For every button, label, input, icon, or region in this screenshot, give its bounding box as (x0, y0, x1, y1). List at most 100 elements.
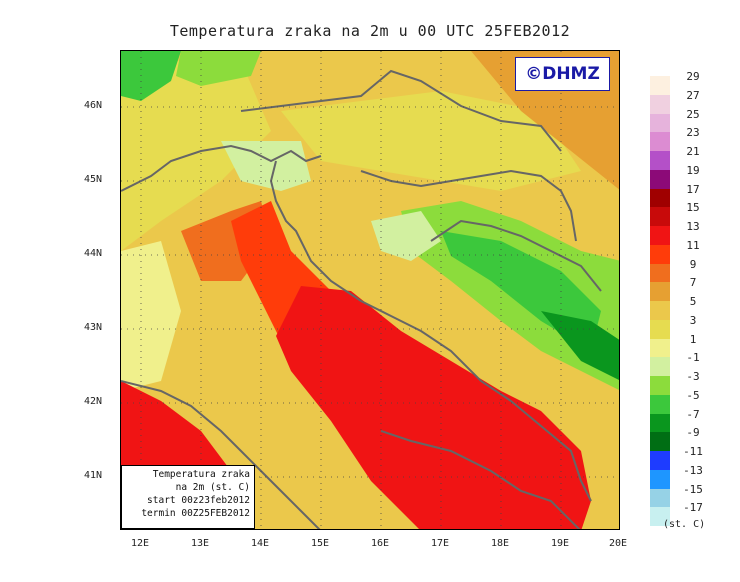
field-green-alps (121, 51, 181, 101)
legend-swatch (650, 282, 670, 301)
legend-swatch (650, 94, 670, 114)
field-pale-green-2 (371, 211, 441, 261)
info-box: Temperatura zraka na 2m (st. C) start 00… (121, 465, 255, 529)
field-light-north (121, 61, 271, 251)
field-pale-italy (121, 241, 181, 391)
temperature-field (121, 51, 619, 529)
info-line-2: na 2m (st. C) (175, 482, 250, 493)
legend-row: 23 (650, 126, 700, 151)
legend-label: -13 (683, 463, 703, 477)
legend-row: 7 (650, 276, 696, 301)
legend-swatch (650, 488, 670, 508)
field-adriatic-central (276, 286, 591, 529)
legend-swatch (650, 132, 670, 151)
legend-label: 17 (686, 182, 700, 196)
legend-swatch (650, 376, 670, 395)
legend-label: 29 (686, 70, 700, 83)
lon-label-17e: 17E (430, 538, 450, 549)
legend-swatch (650, 432, 670, 451)
lon-label-12e: 12E (130, 538, 150, 549)
border-italy-slovenia (121, 144, 322, 192)
lon-label-20e: 20E (608, 538, 628, 549)
legend-row: -7 (650, 408, 700, 433)
info-line-3: start 00z23feb2012 (147, 495, 250, 506)
legend-swatch (650, 338, 670, 358)
legend-label: -15 (683, 482, 703, 496)
legend-row: 25 (650, 108, 700, 133)
legend-label: 11 (686, 238, 700, 252)
legend-swatch (650, 151, 670, 170)
legend-swatch (650, 469, 670, 489)
legend-swatch (650, 301, 670, 320)
lat-label-43n: 43N (84, 322, 103, 333)
legend-label: 21 (686, 145, 700, 158)
legend-label: 23 (686, 126, 700, 140)
legend-row: -11 (650, 445, 703, 470)
legend-row: 3 (650, 314, 696, 339)
legend-label: -1 (686, 351, 700, 365)
legend-row: -3 (650, 370, 700, 395)
legend-row: 1 (650, 333, 696, 358)
field-green-alps-2 (176, 51, 261, 86)
legend-row: -1 (650, 351, 700, 376)
legend-label: 3 (689, 313, 697, 327)
legend-label: 1 (689, 332, 697, 346)
legend-label: 13 (686, 220, 700, 233)
legend-row: -13 (650, 464, 703, 489)
legend-swatch (650, 207, 670, 226)
info-line-1: Temperatura zraka (152, 469, 250, 480)
lat-label-45n: 45N (84, 174, 103, 185)
legend-label: 19 (686, 163, 700, 177)
lon-label-19e: 19E (550, 538, 570, 549)
legend-row: 13 (650, 220, 700, 245)
lat-label-41n: 41N (84, 470, 103, 481)
field-pale-green (221, 141, 311, 191)
lon-label-18e: 18E (490, 538, 510, 549)
lat-label-42n: 42N (84, 396, 103, 407)
legend-label: -17 (683, 501, 703, 515)
lat-label-44n: 44N (84, 248, 103, 259)
info-line-4: termin 00Z25FEB2012 (141, 508, 250, 519)
legend-row: 9 (650, 258, 696, 283)
legend-label: 15 (686, 201, 700, 215)
lon-label-14e: 14E (250, 538, 270, 549)
legend-swatch (650, 357, 670, 376)
border-hungary (240, 69, 562, 152)
lon-label-16e: 16E (370, 538, 390, 549)
legend-label: 5 (689, 295, 697, 308)
legend-row: 27 (650, 89, 700, 114)
legend-row: 15 (650, 201, 700, 226)
legend-swatch (650, 451, 670, 470)
dhmz-logo: ©DHMZ (515, 57, 610, 91)
legend-label: 25 (686, 107, 700, 121)
lon-label-13e: 13E (190, 538, 210, 549)
color-legend: 29 27 25 23 21 19 17 15 13 11 9 7 5 3 1 -1 -3 -5 -7 -9 -11 -1… (650, 70, 703, 526)
legend-row: 17 (650, 183, 700, 208)
border-bosnia-north (360, 169, 577, 242)
legend-row: 19 (650, 164, 700, 189)
legend-swatch (650, 244, 670, 264)
legend-swatch (650, 188, 670, 208)
temperature-map (120, 50, 620, 530)
legend-row: 5 (650, 295, 696, 320)
legend-label: -7 (686, 407, 700, 421)
legend-swatch (650, 76, 670, 95)
legend-label: -11 (683, 445, 703, 458)
legend-swatch (650, 394, 670, 414)
legend-row: 21 (650, 145, 700, 170)
field-dark-green (541, 311, 619, 380)
coastline-albania (380, 430, 581, 529)
legend-row: -9 (650, 426, 700, 451)
grid-lines (121, 51, 619, 529)
legend-label: 9 (689, 257, 697, 271)
legend-label: -5 (686, 388, 700, 402)
legend-label: 27 (686, 88, 700, 102)
legend-swatch (650, 263, 670, 283)
legend-swatch (650, 226, 670, 245)
legend-row: -5 (650, 389, 700, 414)
legend-row: 29 (650, 70, 700, 95)
legend-label: -9 (686, 426, 700, 440)
legend-row: -15 (650, 483, 703, 508)
legend-unit: (st. C) (663, 519, 706, 530)
legend-row: 11 (650, 239, 700, 264)
